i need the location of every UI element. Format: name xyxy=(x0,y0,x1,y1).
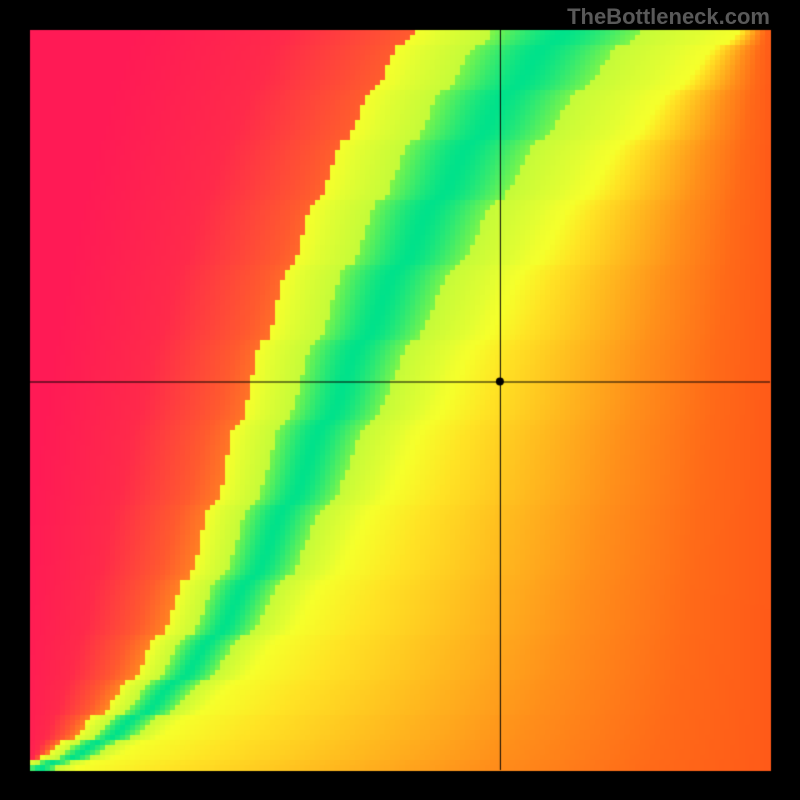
heatmap-canvas xyxy=(0,0,800,800)
chart-container: TheBottleneck.com xyxy=(0,0,800,800)
watermark-text: TheBottleneck.com xyxy=(567,4,770,30)
